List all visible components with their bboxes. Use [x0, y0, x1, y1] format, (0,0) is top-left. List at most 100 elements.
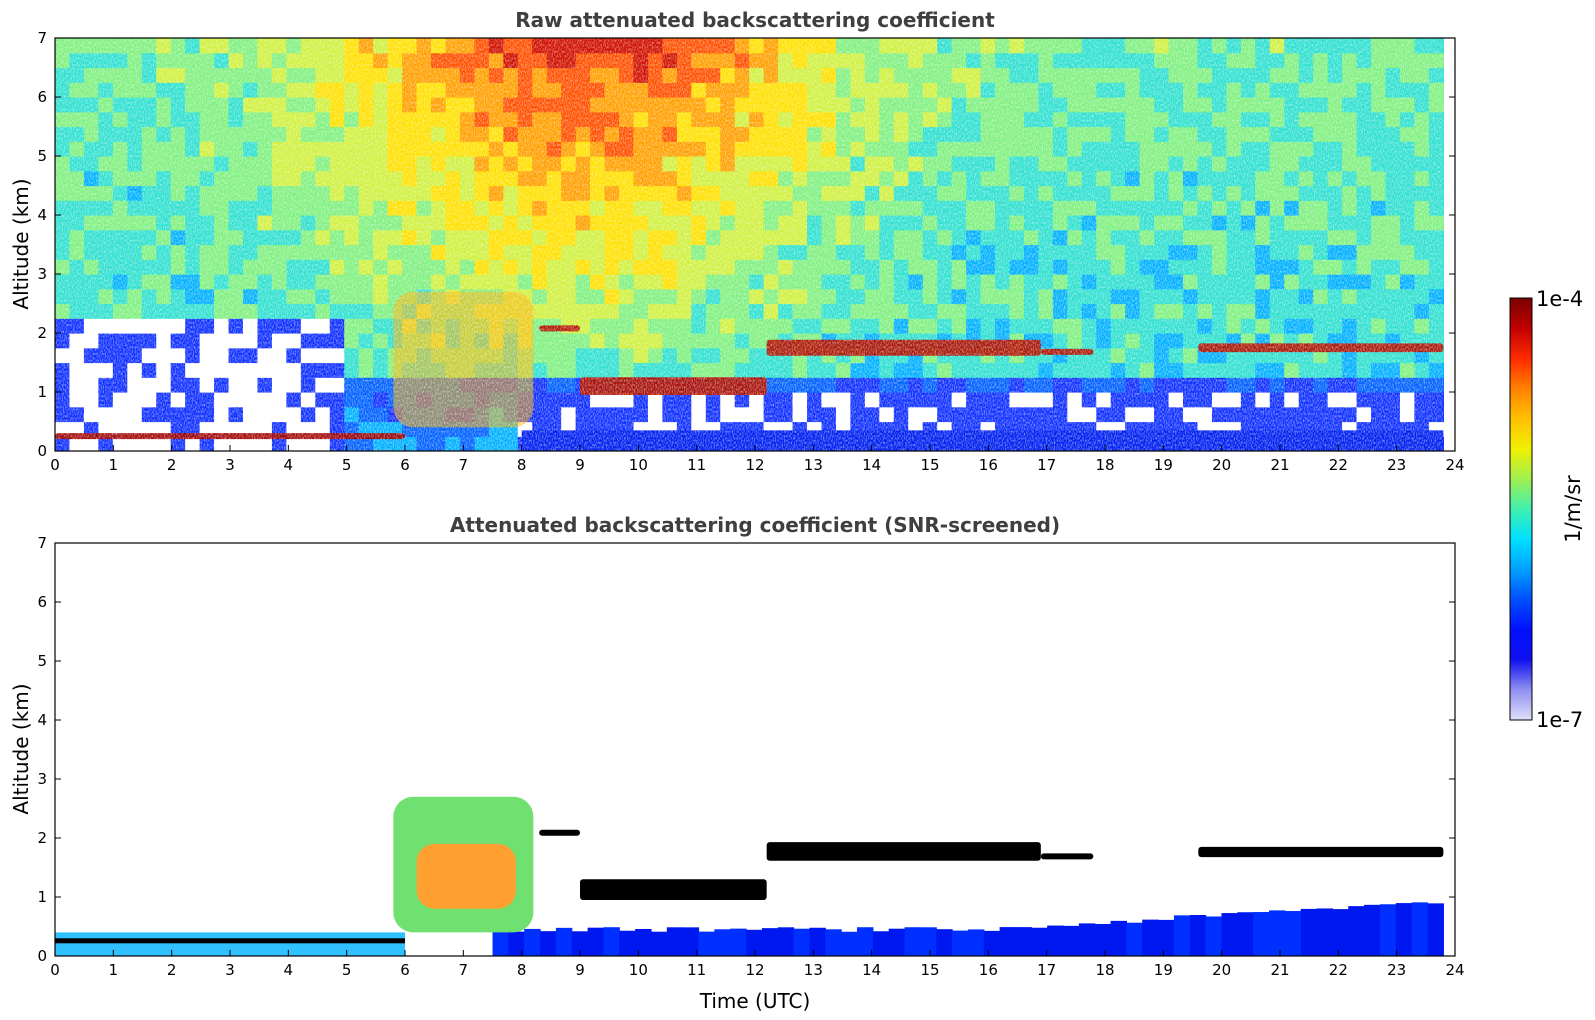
x-tick-label: 24: [1445, 961, 1464, 979]
screened-heatmap-cell: [825, 929, 842, 956]
screened-boundary-layer-top: [55, 938, 405, 944]
x-tick-label: 7: [459, 456, 469, 474]
screened-heatmap-cell: [983, 930, 1001, 956]
x-tick-label: 23: [1387, 961, 1406, 979]
screened-heatmap-cell: [1364, 904, 1381, 956]
screened-heatmap-cell: [730, 928, 747, 956]
screened-heatmap-cell: [872, 931, 890, 956]
x-tick-label: 9: [575, 456, 585, 474]
x-tick-label: 16: [979, 456, 998, 474]
colorbar-min-label: 1e-7: [1536, 708, 1583, 732]
x-tick-label: 5: [342, 961, 352, 979]
screened-heatmap-cell: [1126, 922, 1143, 956]
x-tick-label: 2: [167, 961, 177, 979]
x-tick-label: 13: [804, 961, 823, 979]
screened-heatmap-cell: [666, 927, 684, 956]
screened-y-ticks: 0 1 2 3 4 5 6 7: [37, 534, 1455, 965]
x-tick-label: 20: [1212, 961, 1231, 979]
screened-heatmap-cell: [650, 931, 668, 956]
x-tick-label: 4: [284, 456, 294, 474]
screened-heatmap-cell: [936, 929, 953, 956]
y-tick-label: 1: [37, 888, 47, 906]
screened-panel-title: Attenuated backscattering coefficient (S…: [450, 513, 1060, 537]
screened-heatmap-cell: [1411, 902, 1429, 956]
screened-cloud-layer: [1198, 846, 1444, 858]
x-tick-label: 1: [109, 961, 119, 979]
screened-cloud-layer: [539, 829, 580, 836]
screened-heatmap-cell: [1332, 909, 1349, 956]
screened-heatmap-cell: [1316, 908, 1334, 956]
x-tick-label: 11: [687, 456, 706, 474]
raw-heatmap-area: [55, 38, 1444, 451]
screened-heatmap-cell: [841, 931, 858, 956]
screened-heatmap-cell: [809, 927, 826, 956]
screened-heatmap-cell: [1348, 906, 1365, 956]
x-tick-label: 12: [745, 456, 764, 474]
raw-x-ticks: 0 1 2 3 4 5 6 7 8 9 10 11 12 13 14 15 16 17 18 19 20 21 22 23 24: [50, 445, 1465, 474]
y-tick-label: 7: [37, 29, 47, 47]
screened-heatmap-cell: [1063, 925, 1080, 956]
screened-heatmap-cell: [1284, 911, 1302, 956]
y-tick-label: 2: [37, 324, 47, 342]
screened-heatmap-cell: [524, 928, 541, 956]
x-tick-label: 14: [862, 961, 881, 979]
x-tick-label: 15: [920, 961, 939, 979]
x-tick-label: 2: [167, 456, 177, 474]
x-tick-label: 19: [1154, 456, 1173, 474]
colorbar-gradient: [1509, 297, 1533, 721]
x-tick-label: 11: [687, 961, 706, 979]
screened-heatmap-cell: [920, 927, 937, 956]
x-axis-label: Time (UTC): [699, 989, 811, 1013]
x-tick-label: 24: [1445, 456, 1464, 474]
screened-heatmap-cell: [967, 929, 985, 956]
y-tick-label: 6: [37, 593, 47, 611]
screened-heatmap-cell: [492, 927, 509, 956]
x-tick-label: 19: [1154, 961, 1173, 979]
screened-heatmap-cell: [1221, 913, 1238, 956]
screened-heatmap-cell: [555, 927, 573, 956]
screened-heatmap-cell: [540, 931, 557, 956]
screened-heatmap-cell: [999, 927, 1017, 956]
y-tick-label: 4: [37, 711, 47, 729]
x-tick-label: 17: [1037, 961, 1056, 979]
x-tick-label: 15: [920, 456, 939, 474]
screened-heatmap-cell: [619, 930, 636, 956]
x-tick-label: 5: [342, 456, 352, 474]
screened-heatmap-cell: [1379, 904, 1397, 956]
colorbar: 1e-4 1e-7 1/m/sr: [1509, 287, 1585, 732]
x-tick-label: 10: [629, 456, 648, 474]
x-tick-label: 8: [517, 961, 527, 979]
screened-heatmap-cell: [856, 927, 874, 956]
x-tick-label: 9: [575, 961, 585, 979]
screened-heatmap-cell: [508, 931, 525, 956]
screened-heatmap-cell: [1110, 920, 1127, 956]
x-tick-label: 21: [1270, 456, 1289, 474]
screened-heatmap-cell: [952, 930, 969, 956]
screened-cloud-layer: [580, 879, 767, 900]
screened-heatmap-cell: [746, 929, 763, 956]
screened-cloud-layer: [1040, 853, 1094, 860]
screened-heatmap-cell: [1142, 919, 1159, 956]
screened-heatmap-cell: [571, 931, 589, 956]
screened-plume-core: [416, 843, 516, 909]
y-tick-label: 3: [37, 265, 47, 283]
x-tick-label: 0: [50, 961, 60, 979]
screened-heatmap-cell: [603, 927, 620, 956]
x-tick-label: 22: [1329, 961, 1348, 979]
y-tick-label: 1: [37, 383, 47, 401]
x-tick-label: 17: [1037, 456, 1056, 474]
y-tick-label: 5: [37, 652, 47, 670]
raw-y-ticks: 0 1 2 3 4 5 6 7: [37, 29, 1455, 460]
x-tick-label: 3: [225, 456, 235, 474]
screened-heatmap-cell: [587, 927, 605, 956]
x-tick-label: 8: [517, 456, 527, 474]
x-tick-label: 10: [629, 961, 648, 979]
screened-heatmap-cell: [904, 927, 921, 956]
x-tick-label: 22: [1329, 456, 1348, 474]
y-tick-label: 3: [37, 770, 47, 788]
y-tick-label: 2: [37, 829, 47, 847]
screened-x-ticks: 0 1 2 3 4 5 6 7 8 9 10 11 12 13 14 15 16 17 18 19 20 21 22 23 24: [50, 950, 1465, 979]
raw-panel-title: Raw attenuated backscattering coefficien…: [515, 8, 995, 32]
screened-heatmap-cell: [1427, 903, 1444, 956]
screened-backscatter-panel: Attenuated backscattering coefficient (S…: [9, 513, 1465, 1013]
